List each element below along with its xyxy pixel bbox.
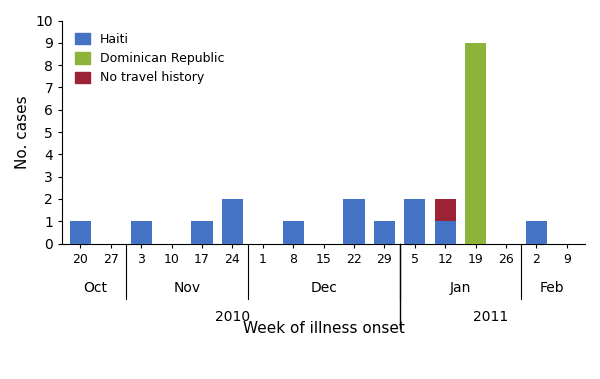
Text: Feb: Feb xyxy=(539,282,564,295)
Text: Nov: Nov xyxy=(173,282,200,295)
Bar xyxy=(191,221,212,243)
Text: 2011: 2011 xyxy=(473,310,508,324)
Bar xyxy=(283,221,304,243)
Bar xyxy=(222,199,243,243)
X-axis label: Week of illness onset: Week of illness onset xyxy=(242,321,404,336)
Text: Dec: Dec xyxy=(310,282,337,295)
Bar xyxy=(434,221,456,243)
Text: 2010: 2010 xyxy=(215,310,250,324)
Legend: Haiti, Dominican Republic, No travel history: Haiti, Dominican Republic, No travel his… xyxy=(68,27,230,91)
Bar xyxy=(131,221,152,243)
Bar xyxy=(404,199,425,243)
Bar xyxy=(343,199,365,243)
Bar xyxy=(526,221,547,243)
Bar xyxy=(434,199,456,221)
Text: Jan: Jan xyxy=(449,282,471,295)
Bar xyxy=(374,221,395,243)
Text: Oct: Oct xyxy=(83,282,107,295)
Bar xyxy=(70,221,91,243)
Bar xyxy=(465,43,486,243)
Y-axis label: No. cases: No. cases xyxy=(15,95,30,169)
